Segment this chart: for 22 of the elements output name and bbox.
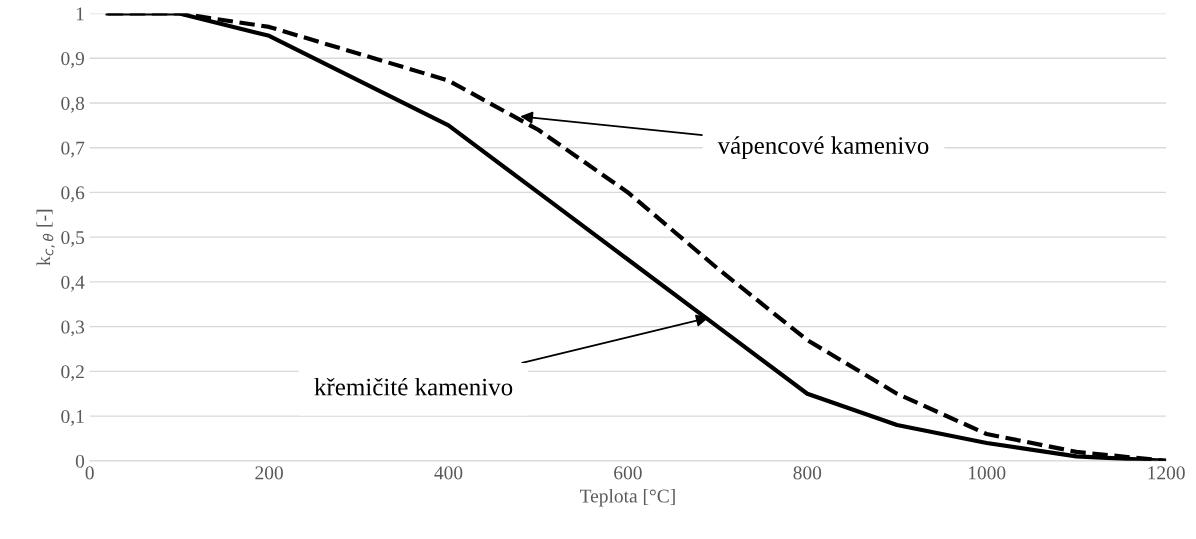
x-tick-label: 400 <box>434 466 463 480</box>
y-tick-label: 0,8 <box>61 96 85 113</box>
y-tick-label: 0,2 <box>61 365 84 382</box>
x-tick-label: 600 <box>614 466 642 480</box>
x-tick-label: 1000 <box>968 466 1006 480</box>
x-tick-label: 800 <box>793 466 822 480</box>
x-axis-title: Teplota [°C] <box>579 488 675 507</box>
y-tick-label: 0,5 <box>61 230 85 247</box>
y-tick-label: 0,4 <box>61 275 85 292</box>
y-tick-label: 0 <box>75 454 85 468</box>
annotation: křemičité kamenivo <box>314 377 513 396</box>
x-tick-label: 1200 <box>1148 466 1185 480</box>
y-tick-label: 0,7 <box>61 141 85 158</box>
y-tick-label: 1 <box>76 7 84 21</box>
x-tick-label: 0 <box>85 466 94 480</box>
y-tick-label: 0,6 <box>61 186 85 203</box>
annotation: vápencové kamenivo <box>717 136 929 160</box>
y-axis-title: k$_{c,θ}$ [-] <box>36 209 55 266</box>
y-tick-label: 0,9 <box>61 52 85 68</box>
x-tick-label: 200 <box>255 466 283 480</box>
y-tick-label: 0,1 <box>61 409 84 426</box>
y-tick-label: 0,3 <box>61 320 85 337</box>
